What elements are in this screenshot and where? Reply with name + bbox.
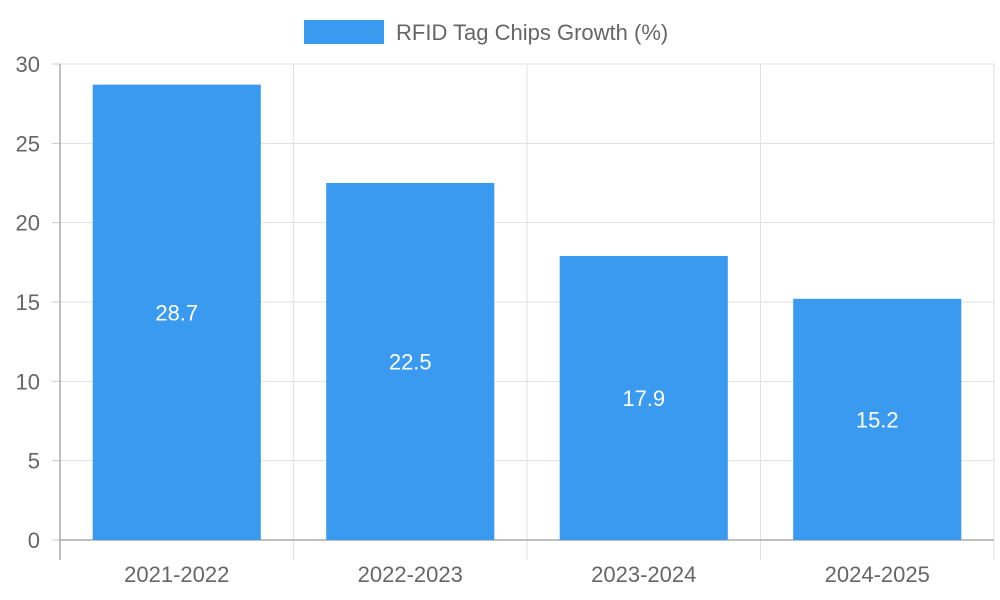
y-tick-label: 20 — [16, 211, 40, 236]
x-tick-label: 2022-2023 — [358, 562, 463, 587]
bar-value-label: 28.7 — [155, 300, 198, 325]
bar-value-label: 17.9 — [622, 386, 665, 411]
legend-label[interactable]: RFID Tag Chips Growth (%) — [396, 20, 668, 45]
legend[interactable]: RFID Tag Chips Growth (%) — [304, 20, 668, 45]
bar-value-label: 22.5 — [389, 350, 432, 375]
x-tick-label: 2021-2022 — [124, 562, 229, 587]
x-tick-label: 2024-2025 — [825, 562, 930, 587]
bar[interactable] — [793, 298, 962, 540]
bar[interactable] — [92, 84, 261, 541]
y-tick-label: 0 — [28, 528, 40, 553]
x-tick-label: 2023-2024 — [591, 562, 696, 587]
axes: 0 5 10 15 20 25 30 2021-2022 2022-2023 2023-2024 2… — [16, 52, 994, 587]
y-tick-label: 30 — [16, 52, 40, 77]
legend-swatch[interactable] — [304, 20, 384, 44]
y-tick-label: 15 — [16, 290, 40, 315]
bar[interactable] — [559, 255, 728, 540]
bars — [92, 84, 962, 541]
bar[interactable] — [326, 183, 495, 540]
bar-value-label: 15.2 — [856, 407, 899, 432]
y-tick-label: 25 — [16, 131, 40, 156]
y-tick-label: 5 — [28, 449, 40, 474]
y-tick-label: 10 — [16, 369, 40, 394]
data-labels: 28.7 22.5 17.9 15.2 — [155, 300, 898, 432]
